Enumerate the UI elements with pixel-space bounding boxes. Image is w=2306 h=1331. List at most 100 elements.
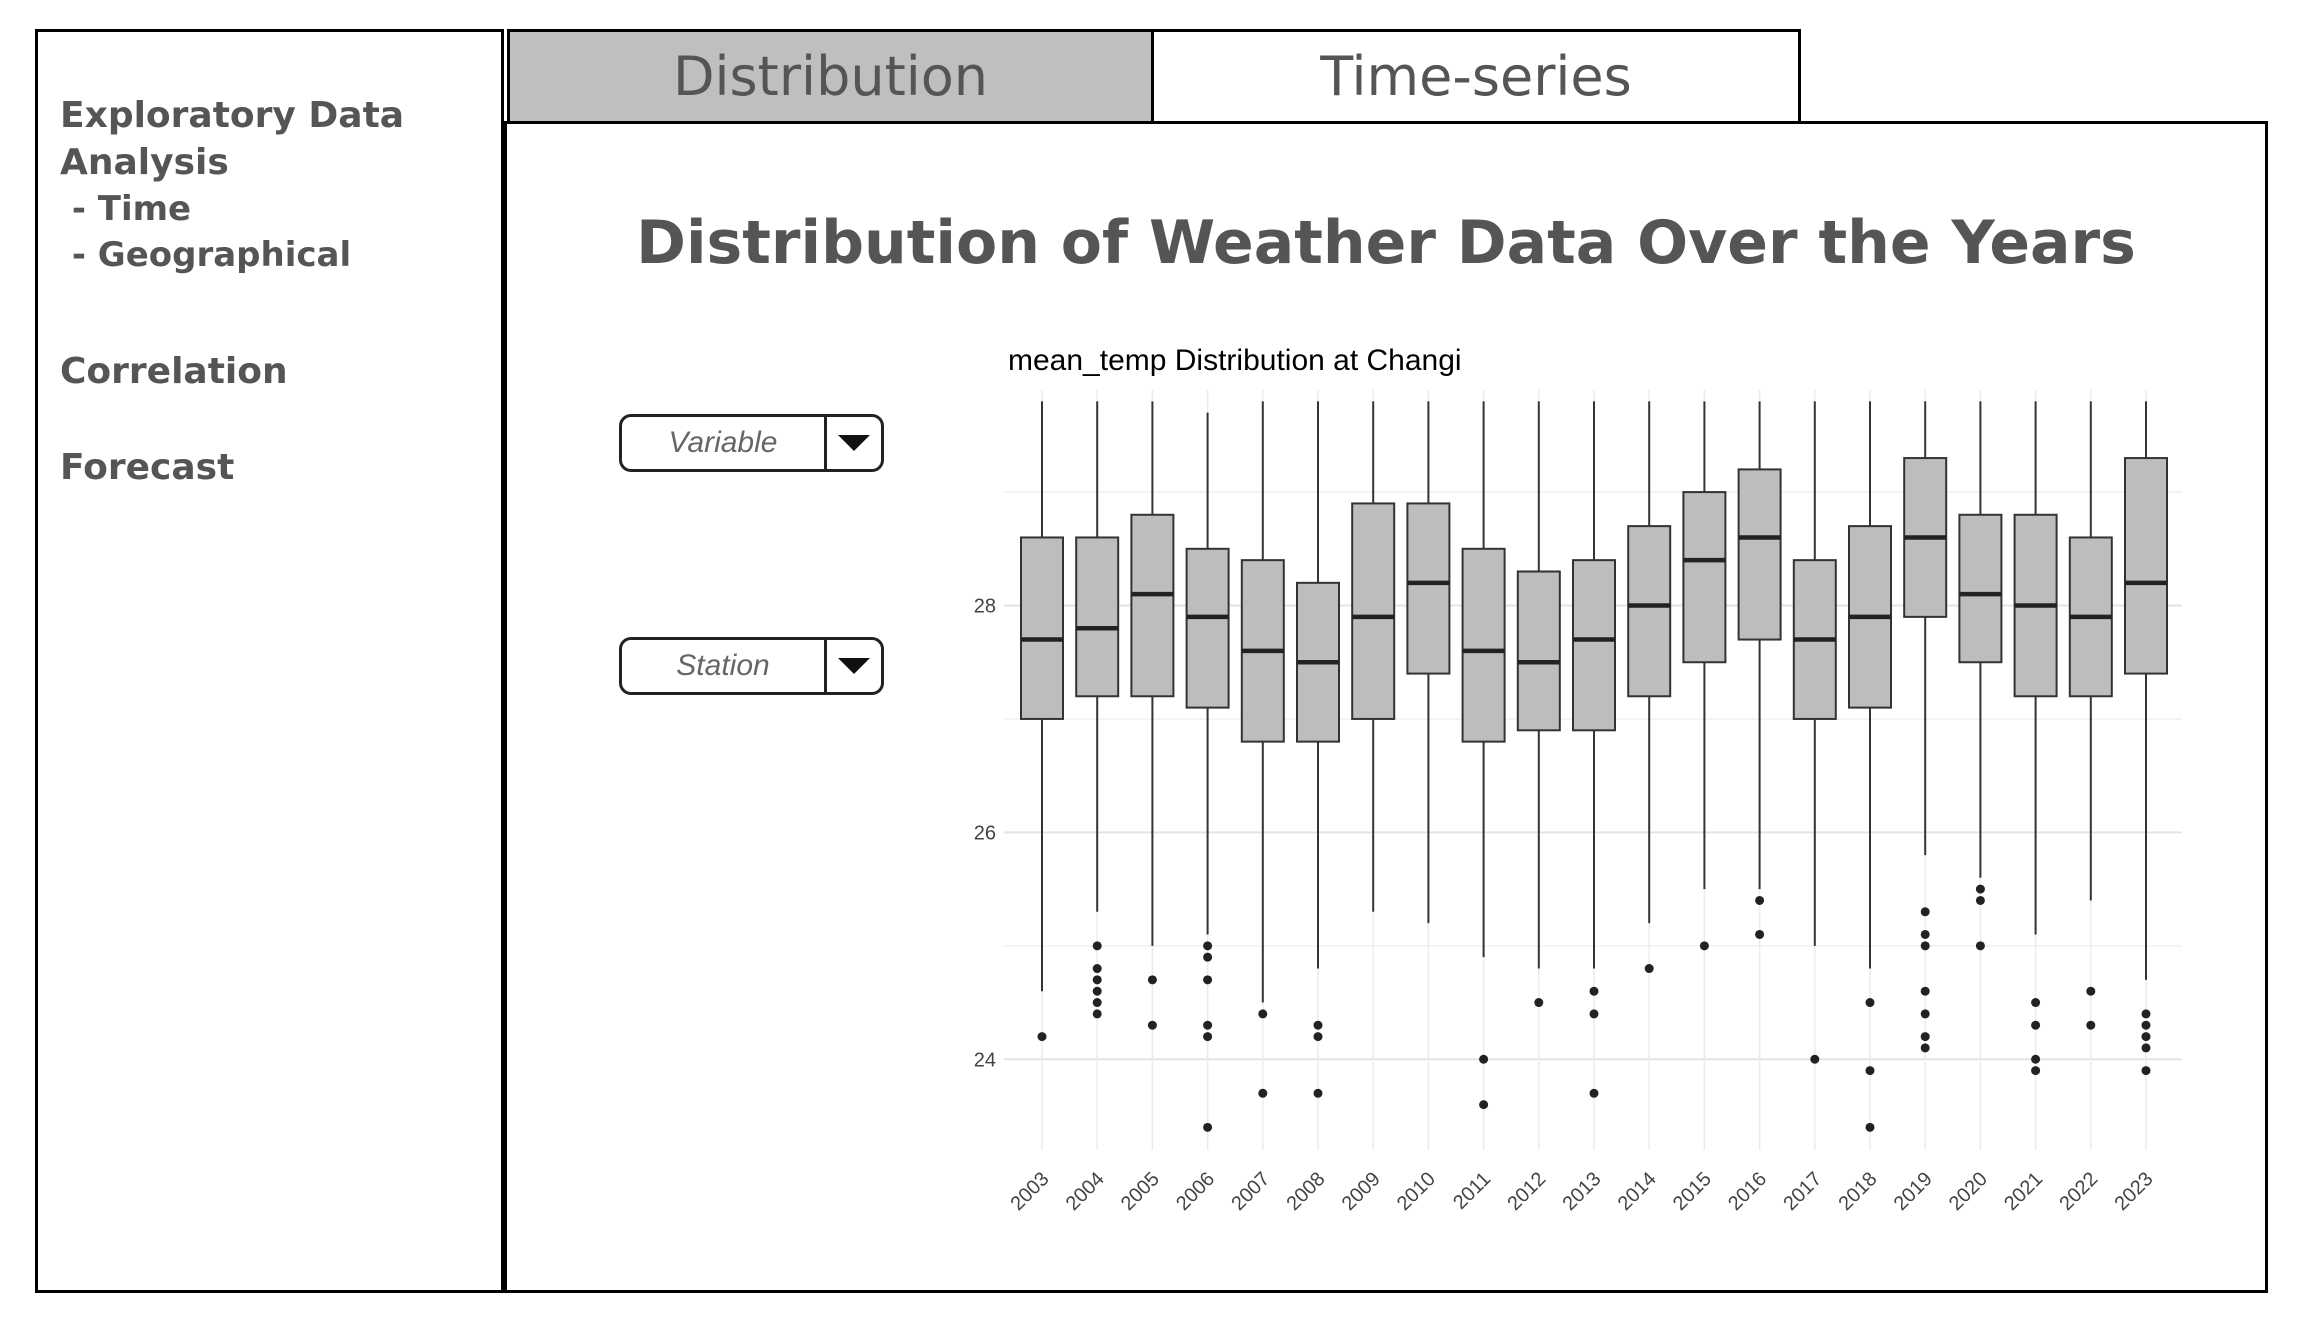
box-2014 [1627,401,1672,974]
nav-item-eda-line1[interactable]: Exploratory Data [60,95,405,136]
box-body [1406,502,1451,675]
outlier-point [1589,1088,1599,1098]
box-2017 [1792,401,1837,1064]
outlier-point [1534,998,1544,1008]
box-body [1020,536,1064,720]
outlier-point [2141,1032,2151,1042]
outlier-point [2141,1020,2151,1030]
x-tick-label: 2010 [1393,1168,1440,1215]
outlier-point [2086,1020,2096,1030]
box-2020 [1958,401,2003,951]
x-tick-label: 2020 [1945,1168,1992,1215]
outlier-point [1755,895,1765,905]
y-tick-label: 28 [974,596,996,618]
tab-time-series[interactable]: Time-series [1151,29,1801,124]
outlier-point [1037,1032,1047,1042]
outlier-point [1755,929,1765,939]
nav-item-time[interactable]: - Time [60,189,192,229]
outlier-point [1920,907,1930,917]
y-tick-label: 24 [974,1049,996,1071]
tab-distribution[interactable]: Distribution [507,29,1154,124]
station-dropdown[interactable]: Station [619,637,884,695]
outlier-point [2031,1054,2041,1064]
x-tick-label: 2003 [1007,1168,1054,1215]
box-2003 [1020,401,1064,1042]
x-tick-label: 2006 [1172,1168,1219,1215]
box-body [1627,525,1672,698]
box-2021 [2013,401,2058,1076]
x-tick-label: 2023 [2111,1168,2158,1215]
box-body [1958,513,2003,664]
outlier-point [1920,1009,1930,1019]
outlier-point [1203,975,1213,985]
x-tick-label: 2015 [1669,1168,1716,1215]
outlier-point [1920,986,1930,996]
outlier-point [1258,1009,1268,1019]
outlier-point [1313,1088,1323,1098]
box-2012 [1516,401,1561,1008]
x-tick-label: 2011 [1449,1168,1495,1214]
variable-dropdown-label: Variable [668,426,778,459]
outlier-point [1092,941,1102,951]
box-2007 [1240,401,1285,1098]
nav-item-correlation[interactable]: Correlation [60,351,288,392]
outlier-point [1203,1122,1213,1132]
x-tick-label: 2012 [1503,1168,1550,1215]
x-tick-label: 2021 [2000,1168,2047,1215]
x-tick-label: 2018 [1835,1168,1882,1215]
x-tick-label: 2005 [1117,1168,1164,1215]
outlier-point [1920,929,1930,939]
outlier-point [1147,1020,1157,1030]
station-dropdown-label: Station [676,649,770,682]
variable-dropdown[interactable]: Variable [619,414,884,472]
box-2008 [1296,401,1340,1098]
outlier-point [1810,1054,1820,1064]
outlier-point [2141,1043,2151,1053]
box-body [1461,547,1506,743]
y-tick-label: 26 [974,822,996,844]
station-dropdown-button[interactable] [824,640,881,692]
outlier-point [1203,941,1213,951]
outlier-point [1203,1032,1213,1042]
outlier-point [2031,1020,2041,1030]
y-axis: 24 26 28 [974,596,996,1072]
nav-eda-group: Exploratory Data Analysis - Time - Geogr… [60,92,404,278]
chart-boxes [1020,401,2168,1132]
box-body [1075,536,1120,698]
box-body [1516,570,1561,732]
nav-item-eda-line2[interactable]: Analysis [60,142,229,183]
outlier-point [1975,884,1985,894]
outlier-point [1975,941,1985,951]
outlier-point [1865,998,1875,1008]
box-2018 [1848,401,1892,1132]
outlier-point [1865,1066,1875,1076]
box-body [1572,559,1616,732]
page-title: Distribution of Weather Data Over the Ye… [636,208,2136,278]
nav-item-geographical[interactable]: - Geographical [60,235,352,275]
box-2022 [2068,401,2113,1030]
outlier-point [1203,952,1213,962]
box-2013 [1572,401,1616,1098]
box-2019 [1903,401,1948,1053]
box-2006 [1185,412,1230,1132]
box-2010 [1406,401,1451,924]
box-2004 [1075,401,1120,1019]
nav-item-forecast[interactable]: Forecast [60,447,235,488]
outlier-point [1092,975,1102,985]
outlier-point [1203,1020,1213,1030]
outlier-point [1644,964,1654,974]
outlier-point [1589,1009,1599,1019]
box-body [1130,513,1175,698]
variable-dropdown-button[interactable] [824,417,881,469]
box-body [2124,457,2168,675]
outlier-point [1920,1043,1930,1053]
box-2023 [2124,401,2168,1076]
box-2011 [1461,401,1506,1110]
box-2005 [1130,401,1175,1030]
x-tick-label: 2013 [1559,1168,1606,1215]
x-tick-label: 2016 [1724,1168,1771,1215]
outlier-point [2141,1066,2151,1076]
outlier-point [1479,1100,1489,1110]
x-tick-label: 2022 [2055,1168,2102,1215]
